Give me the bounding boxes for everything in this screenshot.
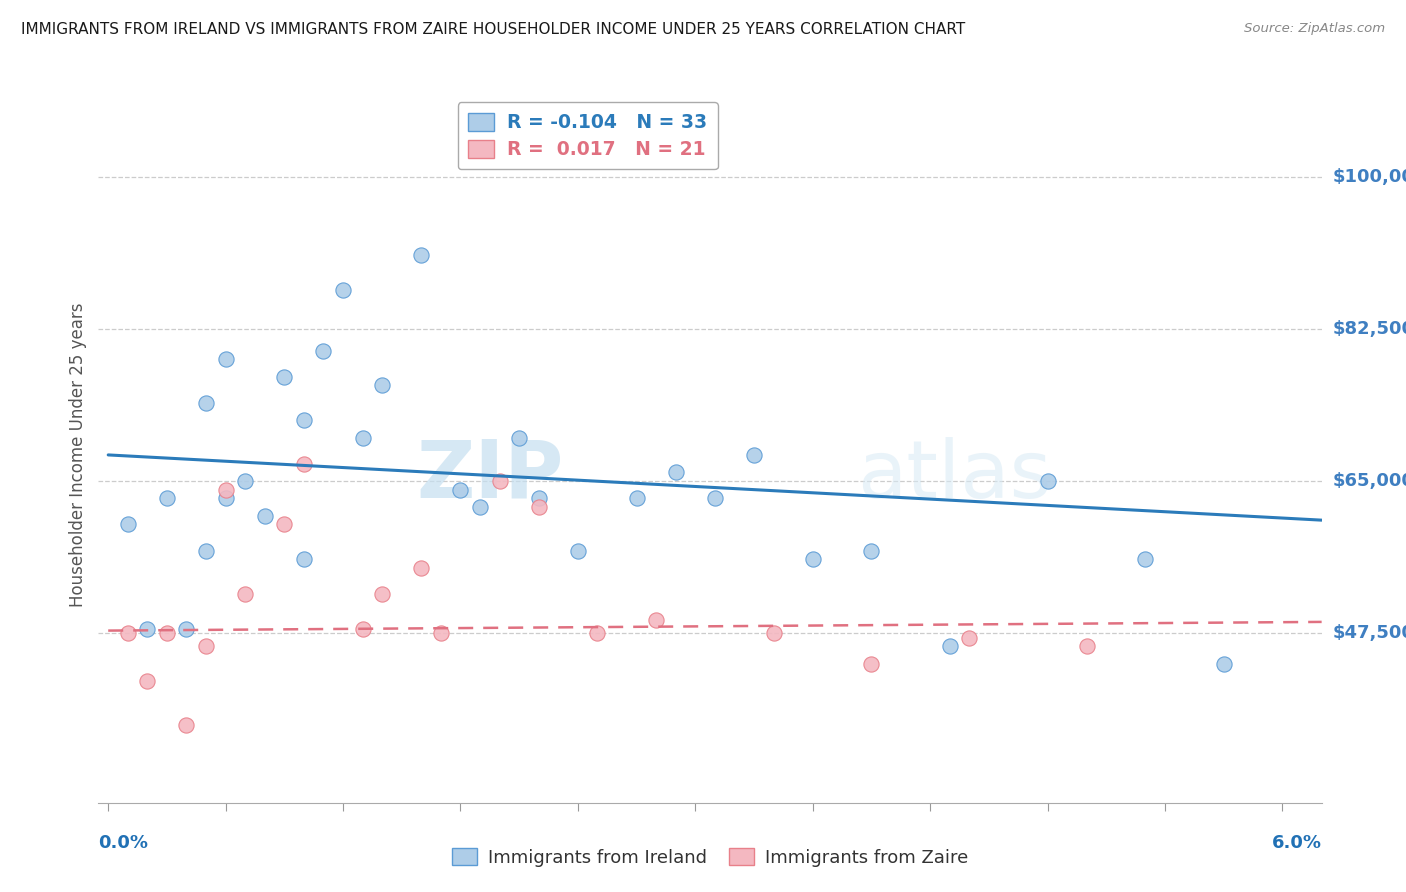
Point (1076, 639, 1098, 653)
Point (1212, 657, 1234, 671)
Point (136, 674, 159, 689)
Point (273, 517, 295, 532)
Point (156, 626, 179, 640)
Point (312, 343, 335, 358)
Point (860, 543, 883, 558)
Text: 6.0%: 6.0% (1271, 834, 1322, 852)
Point (1135, 552, 1157, 566)
Text: $100,000: $100,000 (1333, 168, 1406, 186)
Point (117, 517, 139, 532)
Point (703, 491, 725, 506)
Text: $47,500: $47,500 (1333, 624, 1406, 642)
Point (508, 431, 530, 445)
Point (957, 631, 980, 645)
Point (488, 474, 510, 488)
Point (233, 474, 256, 488)
Text: $65,000: $65,000 (1333, 472, 1406, 490)
Point (156, 491, 179, 506)
Text: Source: ZipAtlas.com: Source: ZipAtlas.com (1244, 22, 1385, 36)
Point (214, 491, 236, 506)
Point (801, 552, 824, 566)
Point (411, 561, 433, 575)
Text: ZIP: ZIP (416, 437, 564, 515)
Legend: Immigrants from Ireland, Immigrants from Zaire: Immigrants from Ireland, Immigrants from… (444, 840, 976, 874)
Point (411, 248, 433, 262)
Point (195, 396, 218, 410)
Point (352, 622, 374, 636)
Text: $82,500: $82,500 (1333, 320, 1406, 338)
Point (136, 622, 159, 636)
Point (567, 543, 589, 558)
Point (645, 613, 668, 627)
Point (292, 413, 315, 427)
Point (195, 543, 218, 558)
Point (176, 622, 198, 636)
Point (586, 626, 609, 640)
Point (273, 369, 295, 384)
Point (233, 587, 256, 601)
Point (195, 639, 218, 653)
Point (214, 483, 236, 497)
Point (117, 626, 139, 640)
Point (939, 639, 962, 653)
Point (371, 378, 394, 392)
Point (176, 717, 198, 731)
Point (468, 500, 491, 515)
Point (450, 483, 472, 497)
Text: 0.0%: 0.0% (98, 834, 149, 852)
Point (527, 491, 550, 506)
Point (762, 626, 785, 640)
Point (332, 283, 354, 297)
Point (527, 500, 550, 515)
Point (371, 587, 394, 601)
Point (665, 466, 688, 480)
Point (626, 491, 648, 506)
Point (292, 552, 315, 566)
Point (742, 448, 765, 462)
Text: atlas: atlas (856, 437, 1052, 515)
Point (352, 431, 374, 445)
Text: IMMIGRANTS FROM IRELAND VS IMMIGRANTS FROM ZAIRE HOUSEHOLDER INCOME UNDER 25 YEA: IMMIGRANTS FROM IRELAND VS IMMIGRANTS FR… (21, 22, 966, 37)
Point (292, 457, 315, 471)
Point (214, 352, 236, 367)
Point (1036, 474, 1059, 488)
Y-axis label: Householder Income Under 25 years: Householder Income Under 25 years (69, 302, 87, 607)
Point (430, 626, 453, 640)
Point (253, 508, 276, 523)
Point (860, 657, 883, 671)
